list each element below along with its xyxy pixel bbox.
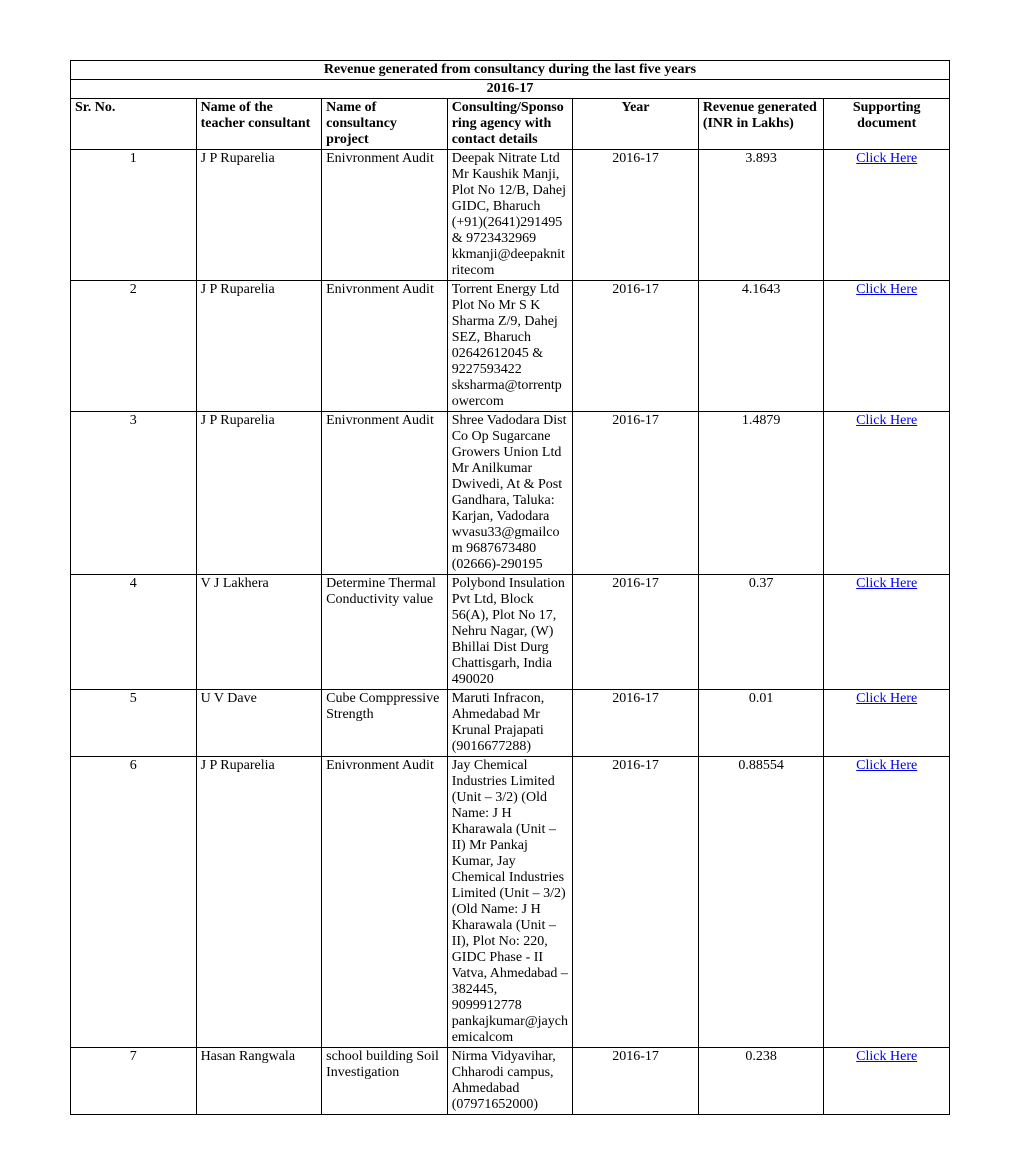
cell-teacher: V J Lakhera bbox=[196, 575, 322, 690]
cell-project: Determine Thermal Conductivity value bbox=[322, 575, 448, 690]
cell-project: Enivronment Audit bbox=[322, 757, 448, 1048]
cell-sr: 7 bbox=[71, 1048, 197, 1115]
cell-project: Enivronment Audit bbox=[322, 281, 448, 412]
supporting-document-link[interactable]: Click Here bbox=[856, 413, 917, 428]
supporting-document-link[interactable]: Click Here bbox=[856, 691, 917, 706]
cell-document: Click Here bbox=[824, 690, 950, 757]
table-row: 1J P RupareliaEnivronment AuditDeepak Ni… bbox=[71, 150, 950, 281]
cell-year: 2016-17 bbox=[573, 690, 699, 757]
cell-document: Click Here bbox=[824, 150, 950, 281]
cell-sr: 5 bbox=[71, 690, 197, 757]
cell-project: Cube Comppressive Strength bbox=[322, 690, 448, 757]
table-row: 6J P RupareliaEnivronment AuditJay Chemi… bbox=[71, 757, 950, 1048]
supporting-document-link[interactable]: Click Here bbox=[856, 576, 917, 591]
cell-sr: 2 bbox=[71, 281, 197, 412]
column-header-agency: Consulting/Sponsoring agency with contac… bbox=[447, 99, 573, 150]
column-header-teacher: Name of the teacher consultant bbox=[196, 99, 322, 150]
cell-sr: 3 bbox=[71, 412, 197, 575]
cell-revenue: 0.01 bbox=[698, 690, 824, 757]
cell-sr: 1 bbox=[71, 150, 197, 281]
cell-agency: Deepak Nitrate Ltd Mr Kaushik Manji, Plo… bbox=[447, 150, 573, 281]
cell-revenue: 4.1643 bbox=[698, 281, 824, 412]
cell-year: 2016-17 bbox=[573, 1048, 699, 1115]
column-header-revenue: Revenue generated (INR in Lakhs) bbox=[698, 99, 824, 150]
cell-document: Click Here bbox=[824, 1048, 950, 1115]
cell-agency: Nirma Vidyavihar, Chharodi campus, Ahmed… bbox=[447, 1048, 573, 1115]
column-header-project: Name of consultancy project bbox=[322, 99, 448, 150]
cell-sr: 6 bbox=[71, 757, 197, 1048]
supporting-document-link[interactable]: Click Here bbox=[856, 282, 917, 297]
cell-teacher: J P Ruparelia bbox=[196, 281, 322, 412]
cell-revenue: 3.893 bbox=[698, 150, 824, 281]
cell-document: Click Here bbox=[824, 575, 950, 690]
cell-revenue: 0.238 bbox=[698, 1048, 824, 1115]
cell-teacher: J P Ruparelia bbox=[196, 757, 322, 1048]
cell-agency: Shree Vadodara Dist Co Op Sugarcane Grow… bbox=[447, 412, 573, 575]
cell-revenue: 0.88554 bbox=[698, 757, 824, 1048]
cell-revenue: 0.37 bbox=[698, 575, 824, 690]
cell-project: school building Soil Investigation bbox=[322, 1048, 448, 1115]
table-row: 7Hasan Rangwalaschool building Soil Inve… bbox=[71, 1048, 950, 1115]
cell-year: 2016-17 bbox=[573, 757, 699, 1048]
table-row: 5U V DaveCube Comppressive StrengthMarut… bbox=[71, 690, 950, 757]
cell-year: 2016-17 bbox=[573, 575, 699, 690]
cell-project: Enivronment Audit bbox=[322, 412, 448, 575]
cell-teacher: J P Ruparelia bbox=[196, 150, 322, 281]
supporting-document-link[interactable]: Click Here bbox=[856, 151, 917, 166]
cell-year: 2016-17 bbox=[573, 281, 699, 412]
cell-document: Click Here bbox=[824, 412, 950, 575]
supporting-document-link[interactable]: Click Here bbox=[856, 758, 917, 773]
table-row: 4V J LakheraDetermine Thermal Conductivi… bbox=[71, 575, 950, 690]
cell-revenue: 1.4879 bbox=[698, 412, 824, 575]
cell-year: 2016-17 bbox=[573, 150, 699, 281]
table-subtitle: 2016-17 bbox=[71, 80, 950, 99]
table-title: Revenue generated from consultancy durin… bbox=[71, 61, 950, 80]
column-header-doc: Supporting document bbox=[824, 99, 950, 150]
cell-teacher: Hasan Rangwala bbox=[196, 1048, 322, 1115]
cell-agency: Maruti Infracon, Ahmedabad Mr Krunal Pra… bbox=[447, 690, 573, 757]
cell-teacher: U V Dave bbox=[196, 690, 322, 757]
cell-project: Enivronment Audit bbox=[322, 150, 448, 281]
cell-document: Click Here bbox=[824, 757, 950, 1048]
cell-document: Click Here bbox=[824, 281, 950, 412]
cell-sr: 4 bbox=[71, 575, 197, 690]
cell-agency: Polybond Insulation Pvt Ltd, Block 56(A)… bbox=[447, 575, 573, 690]
consultancy-revenue-table: Revenue generated from consultancy durin… bbox=[70, 60, 950, 1115]
column-header-year: Year bbox=[573, 99, 699, 150]
supporting-document-link[interactable]: Click Here bbox=[856, 1049, 917, 1064]
table-row: 3J P RupareliaEnivronment AuditShree Vad… bbox=[71, 412, 950, 575]
cell-agency: Torrent Energy Ltd Plot No Mr S K Sharma… bbox=[447, 281, 573, 412]
cell-teacher: J P Ruparelia bbox=[196, 412, 322, 575]
table-row: 2J P RupareliaEnivronment AuditTorrent E… bbox=[71, 281, 950, 412]
cell-year: 2016-17 bbox=[573, 412, 699, 575]
column-header-sr: Sr. No. bbox=[71, 99, 197, 150]
cell-agency: Jay Chemical Industries Limited (Unit – … bbox=[447, 757, 573, 1048]
